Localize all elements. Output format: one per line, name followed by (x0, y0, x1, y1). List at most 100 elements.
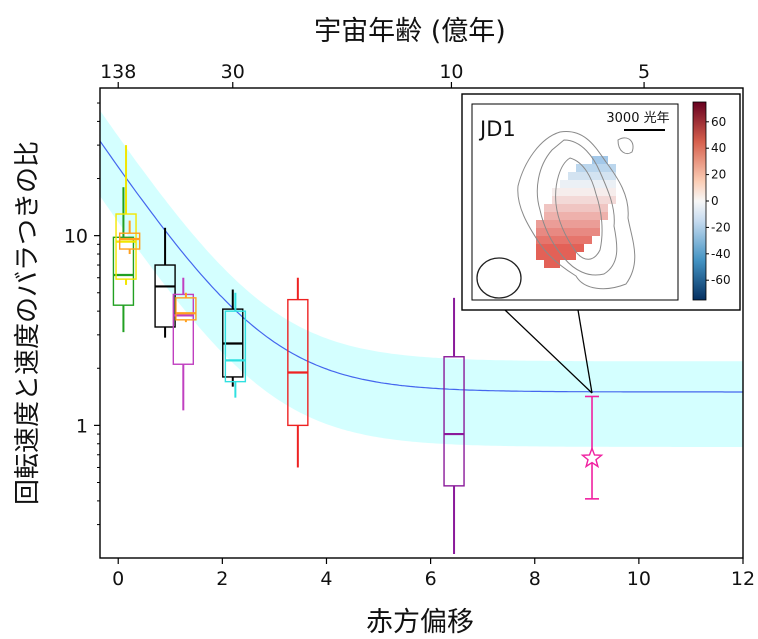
map-pixel (544, 244, 552, 252)
top-tick-label: 30 (221, 61, 245, 83)
map-pixel (600, 188, 608, 196)
map-pixel (544, 260, 552, 268)
map-pixel (584, 172, 592, 180)
map-pixel (576, 236, 584, 244)
map-pixel (568, 212, 576, 220)
inset-connector-right (577, 309, 593, 394)
inset-velocity-map: JD1 3000 光年 60 40 20 0 -20 -40 -60 (461, 93, 741, 394)
map-pixel (576, 244, 584, 252)
map-pixel (560, 196, 568, 204)
map-pixel (600, 172, 608, 180)
map-pixel (576, 212, 584, 220)
x-tick-label: 8 (529, 568, 541, 590)
map-pixel (544, 212, 552, 220)
map-pixel (560, 204, 568, 212)
band-area (100, 110, 743, 447)
box-body (287, 298, 309, 427)
box-2 (118, 220, 141, 255)
map-pixel (584, 212, 592, 220)
box-8 (287, 277, 309, 468)
map-pixel (600, 212, 608, 220)
map-pixel (592, 204, 600, 212)
box-body (115, 213, 137, 280)
map-pixel (560, 252, 568, 260)
map-pixel (592, 212, 600, 220)
box-4 (172, 277, 195, 411)
map-pixel (544, 220, 552, 228)
y-tick-label: 10 (64, 226, 88, 248)
map-pixel (552, 220, 560, 228)
box-9 (443, 297, 465, 554)
map-pixel (576, 204, 584, 212)
map-pixel (576, 220, 584, 228)
x-tick-label: 4 (320, 568, 332, 590)
box-plots (112, 145, 465, 554)
colorbar-ticks: 60 40 20 0 -20 -40 -60 (706, 115, 731, 287)
map-pixel (536, 220, 544, 228)
map-pixel (560, 180, 568, 188)
colorbar-tick-label: 60 (711, 115, 726, 129)
star-marker (580, 446, 604, 469)
top-axis-title: 宇宙年齢 (億年) (314, 16, 506, 47)
inset-label: JD1 (478, 117, 516, 141)
colorbar-tick-label: 20 (711, 168, 726, 182)
box-7 (224, 292, 247, 398)
map-pixel (536, 236, 544, 244)
box-body (118, 232, 141, 250)
x-axis-title: 赤方偏移 (366, 607, 474, 638)
map-pixel (552, 252, 560, 260)
axis-ticks: 0 2 4 6 8 10 12 138 30 10 5 1 10 (64, 61, 755, 590)
map-pixel (568, 204, 576, 212)
trend-line (100, 140, 743, 393)
map-pixel (592, 164, 600, 172)
y-axis-title: 回転速度と速度のバラつきの比 (13, 141, 43, 505)
contour-lines (517, 131, 636, 290)
map-pixel (544, 204, 552, 212)
map-pixel (584, 196, 592, 204)
map-pixel (552, 212, 560, 220)
map-pixel (544, 252, 552, 260)
map-pixel (568, 172, 576, 180)
map-pixel (576, 196, 584, 204)
map-pixel (560, 244, 568, 252)
map-pixel (608, 172, 616, 180)
map-pixel (568, 252, 576, 260)
point-layer (580, 395, 604, 500)
map-pixel (576, 164, 584, 172)
map-pixel (592, 180, 600, 188)
map-pixel (560, 236, 568, 244)
map-pixel (536, 244, 544, 252)
top-tick-label: 5 (638, 61, 650, 83)
map-pixel (576, 180, 584, 188)
map-pixel (600, 180, 608, 188)
map-pixel (568, 180, 576, 188)
map-pixel (592, 172, 600, 180)
trend-curve (100, 140, 743, 393)
beam-ellipse (476, 257, 522, 299)
colorbar-tick-label: 40 (711, 141, 726, 155)
x-tick-label: 2 (216, 568, 228, 590)
map-pixel (608, 180, 616, 188)
box-1 (115, 145, 137, 285)
box-body (154, 264, 176, 328)
colorbar-tick-label: -60 (711, 273, 731, 287)
scale-label: 3000 光年 (606, 111, 669, 126)
box-6 (222, 289, 244, 387)
map-pixel (576, 228, 584, 236)
x-tick-label: 0 (112, 568, 124, 590)
map-pixel (552, 204, 560, 212)
colorbar-tick-label: -20 (711, 220, 731, 234)
map-pixel (568, 236, 576, 244)
box-body (224, 310, 247, 383)
map-pixel (600, 164, 608, 172)
map-pixel (568, 228, 576, 236)
box-body (443, 356, 465, 487)
map-pixel (568, 220, 576, 228)
box-5 (175, 292, 197, 323)
map-pixel (552, 260, 560, 268)
map-pixel (552, 228, 560, 236)
map-pixel (544, 228, 552, 236)
map-pixel (536, 228, 544, 236)
x-tick-label: 10 (627, 568, 651, 590)
